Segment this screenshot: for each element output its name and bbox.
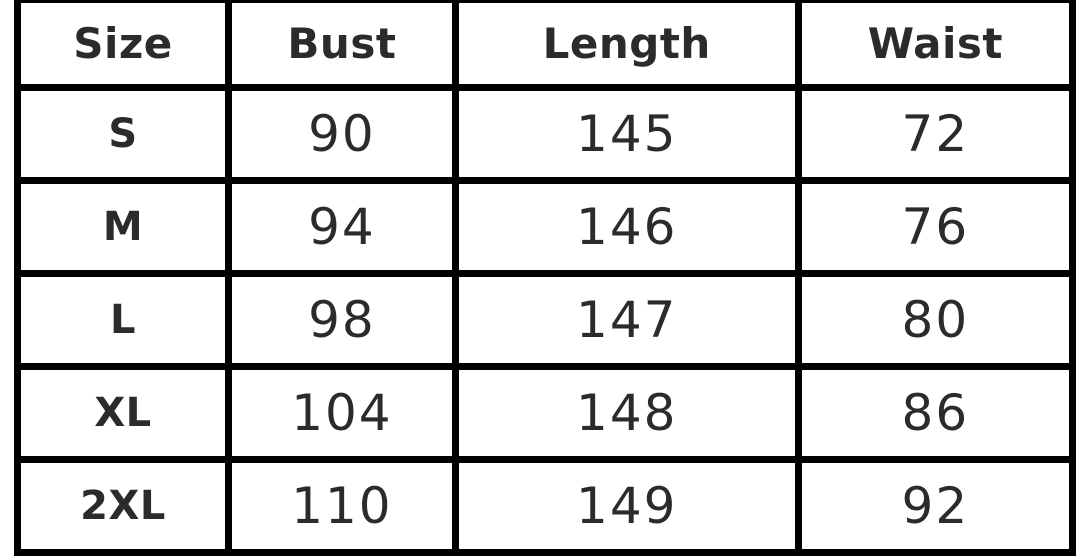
cell-size-l: L	[14, 270, 232, 370]
header-cell-length: Length	[451, 0, 802, 91]
table-row: M 94 146 76	[14, 177, 1077, 277]
table-row: 2XL 110 149 92	[14, 456, 1077, 556]
cell-size-m: M	[14, 177, 232, 277]
cell-size-s: S	[14, 84, 232, 184]
cell-size-xl: XL	[14, 363, 232, 463]
cell-bust-2xl: 110	[225, 456, 459, 556]
table-row: L 98 147 80	[14, 270, 1077, 370]
cell-bust-l: 98	[225, 270, 459, 370]
header-cell-size: Size	[14, 0, 232, 91]
cell-waist-l: 80	[794, 270, 1077, 370]
header-cell-bust: Bust	[225, 0, 459, 91]
table-row: XL 104 148 86	[14, 363, 1077, 463]
cell-waist-m: 76	[794, 177, 1077, 277]
header-cell-waist: Waist	[794, 0, 1077, 91]
size-chart-table: Size Bust Length Waist S 90 145 72 M 94 …	[14, 0, 1077, 556]
cell-length-s: 145	[451, 84, 802, 184]
cell-waist-s: 72	[794, 84, 1077, 184]
cell-bust-s: 90	[225, 84, 459, 184]
table-header-row: Size Bust Length Waist	[14, 0, 1077, 91]
cell-bust-xl: 104	[225, 363, 459, 463]
cell-waist-2xl: 92	[794, 456, 1077, 556]
cell-length-xl: 148	[451, 363, 802, 463]
table-row: S 90 145 72	[14, 84, 1077, 184]
cell-length-l: 147	[451, 270, 802, 370]
cell-bust-m: 94	[225, 177, 459, 277]
cell-size-2xl: 2XL	[14, 456, 232, 556]
cell-length-2xl: 149	[451, 456, 802, 556]
cell-length-m: 146	[451, 177, 802, 277]
cell-waist-xl: 86	[794, 363, 1077, 463]
